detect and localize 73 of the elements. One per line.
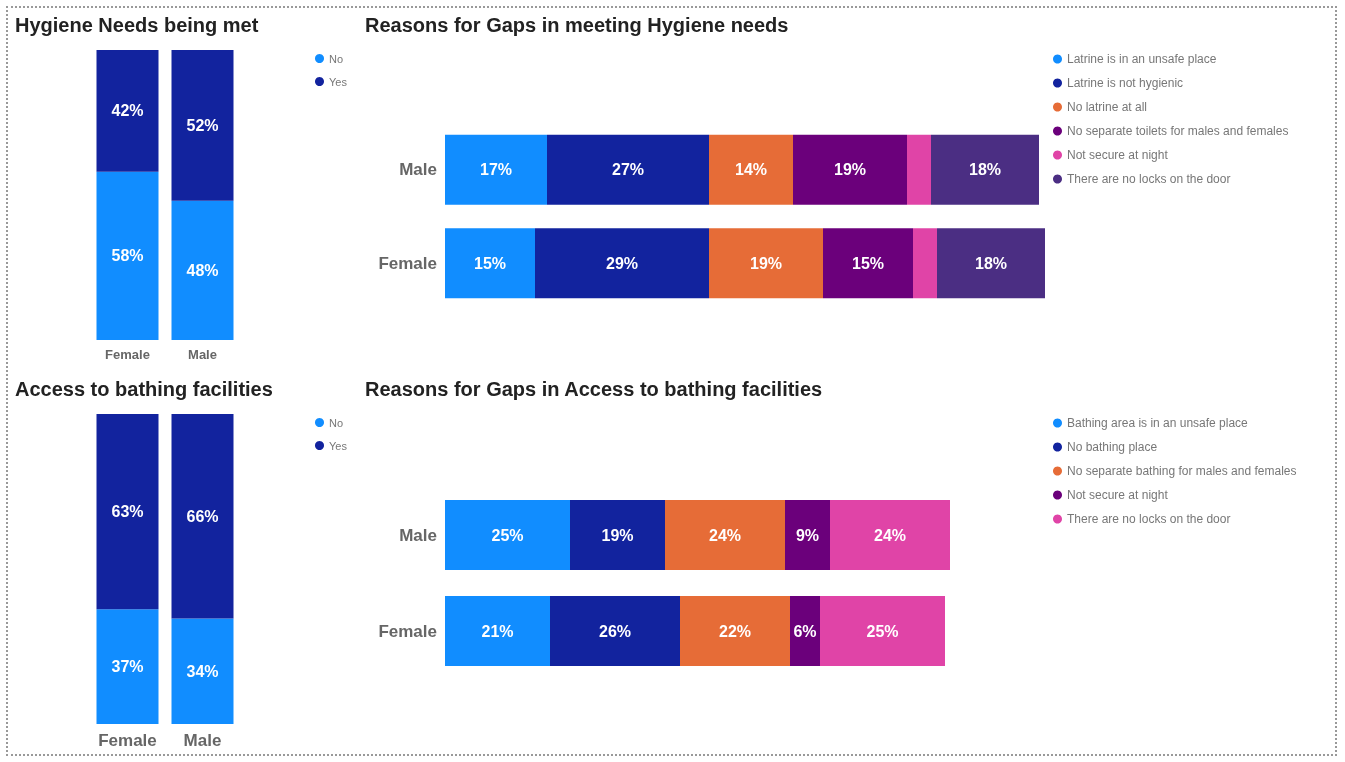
bar bbox=[785, 500, 830, 570]
data-label: 24% bbox=[708, 526, 742, 544]
legend-label: No bathing place bbox=[1067, 440, 1158, 454]
data-label: 26% bbox=[598, 622, 632, 640]
legend-label: No latrine at all bbox=[1067, 100, 1148, 114]
bar bbox=[680, 596, 790, 666]
data-label: 18% bbox=[968, 161, 1002, 179]
data-label: 19% bbox=[601, 526, 634, 544]
legend-label: Yes bbox=[329, 75, 348, 88]
bar bbox=[665, 500, 785, 570]
bar bbox=[823, 228, 913, 299]
bar bbox=[907, 134, 931, 205]
data-label: 37% bbox=[111, 658, 144, 676]
bar bbox=[790, 596, 820, 666]
bar bbox=[937, 228, 1045, 299]
chart-title: Reasons for Gaps in Access to bathing facilities bbox=[365, 378, 823, 400]
bar bbox=[820, 596, 945, 666]
legend-label: There are no locks on the door bbox=[1067, 172, 1231, 186]
bar bbox=[709, 228, 823, 299]
legend-label: No bbox=[329, 52, 344, 65]
bar bbox=[550, 596, 680, 666]
legend-label: There are no locks on the door bbox=[1067, 512, 1231, 526]
data-label: 6% bbox=[793, 622, 817, 640]
data-label: 25% bbox=[491, 526, 524, 544]
legend-label: Latrine is in an unsafe place bbox=[1067, 52, 1217, 66]
legend-label: Not secure at night bbox=[1067, 148, 1169, 162]
bar bbox=[445, 228, 535, 299]
chart-title: Hygiene Needs being met bbox=[15, 14, 259, 36]
data-label: 15% bbox=[851, 254, 885, 272]
data-label: 21% bbox=[481, 622, 514, 640]
data-label: 63% bbox=[111, 503, 144, 521]
bar bbox=[709, 134, 793, 205]
bar bbox=[445, 134, 547, 205]
data-label: 19% bbox=[833, 161, 867, 179]
data-label: 14% bbox=[734, 161, 768, 179]
bar bbox=[570, 500, 665, 570]
data-label: 18% bbox=[974, 254, 1008, 272]
legend-label: Yes bbox=[329, 439, 348, 452]
y-tick-label: Male bbox=[399, 160, 437, 180]
data-label: 52% bbox=[186, 116, 219, 134]
chart-title: Access to bathing facilities bbox=[15, 378, 273, 400]
data-label: 19% bbox=[749, 254, 783, 272]
bar bbox=[913, 228, 937, 299]
data-label: 58% bbox=[111, 247, 144, 265]
bar bbox=[793, 134, 907, 205]
legend-label: Not secure at night bbox=[1067, 488, 1169, 502]
legend-label: Latrine is not hygienic bbox=[1067, 76, 1184, 90]
legend-label: No separate toilets for males and females bbox=[1067, 124, 1289, 138]
legend-label: Bathing area is in an unsafe place bbox=[1067, 416, 1249, 430]
y-tick-label: Female bbox=[378, 621, 437, 641]
data-label: 17% bbox=[479, 161, 513, 179]
data-label: 15% bbox=[473, 254, 507, 272]
data-label: 25% bbox=[866, 622, 899, 640]
legend-label: No bbox=[329, 416, 344, 429]
bar bbox=[931, 134, 1039, 205]
bar bbox=[445, 500, 570, 570]
data-label: 29% bbox=[605, 254, 639, 272]
bar bbox=[445, 596, 550, 666]
bar bbox=[830, 500, 950, 570]
data-label: 42% bbox=[111, 102, 144, 120]
data-label: 48% bbox=[186, 261, 219, 279]
y-tick-label: Female bbox=[378, 253, 437, 273]
legend-label: No separate bathing for males and females bbox=[1067, 464, 1297, 478]
data-label: 34% bbox=[186, 662, 219, 680]
data-label: 27% bbox=[611, 161, 645, 179]
data-label: 24% bbox=[873, 526, 907, 544]
chart-title: Reasons for Gaps in meeting Hygiene needs bbox=[365, 14, 789, 36]
bar bbox=[547, 134, 709, 205]
bar bbox=[535, 228, 709, 299]
data-label: 22% bbox=[718, 622, 752, 640]
y-tick-label: Male bbox=[399, 525, 437, 545]
data-label: 9% bbox=[795, 526, 820, 544]
data-label: 66% bbox=[186, 507, 219, 525]
